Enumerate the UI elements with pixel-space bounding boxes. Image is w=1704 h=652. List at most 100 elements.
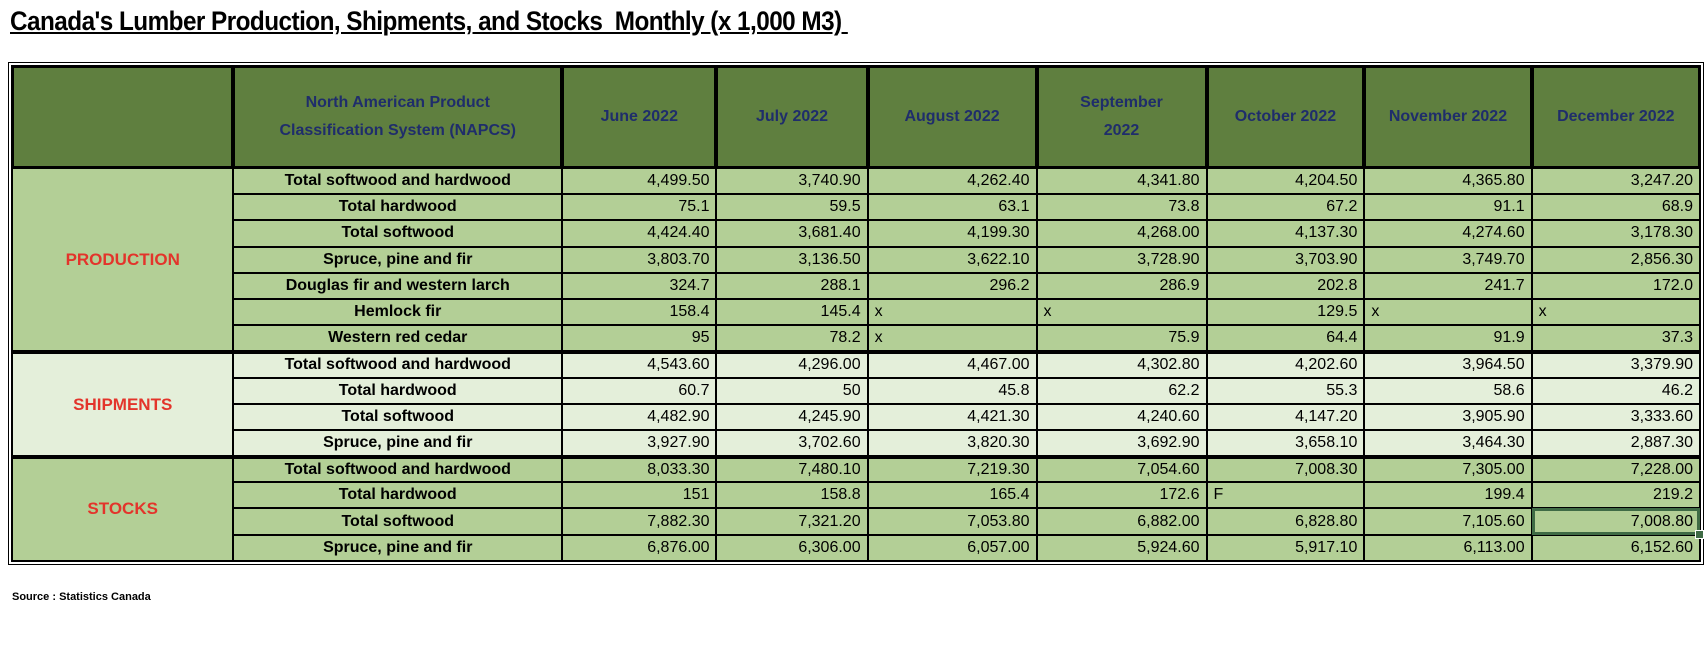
value-cell[interactable]: 3,964.50 xyxy=(1364,351,1532,378)
value-cell[interactable]: 3,905.90 xyxy=(1364,403,1532,430)
value-cell[interactable]: 4,499.50 xyxy=(562,168,717,195)
value-cell[interactable]: 7,053.80 xyxy=(867,508,1037,535)
item-label[interactable]: Total hardwood xyxy=(233,482,563,509)
item-label[interactable]: Total softwood xyxy=(233,220,563,247)
item-label[interactable]: Spruce, pine and fir xyxy=(233,534,563,561)
value-cell[interactable]: 5,924.60 xyxy=(1036,534,1207,561)
value-cell[interactable]: 7,228.00 xyxy=(1531,456,1700,483)
value-cell[interactable]: 3,464.30 xyxy=(1364,429,1532,457)
fill-handle[interactable] xyxy=(1695,529,1704,539)
value-cell[interactable]: 3,702.60 xyxy=(716,429,868,457)
value-cell[interactable]: 2,856.30 xyxy=(1531,246,1700,273)
value-cell[interactable]: 4,262.40 xyxy=(867,168,1037,195)
value-cell[interactable]: 288.1 xyxy=(716,272,868,299)
value-cell[interactable]: 129.5 xyxy=(1206,298,1365,326)
value-cell[interactable]: 6,828.80 xyxy=(1206,508,1365,535)
item-label[interactable]: Douglas fir and western larch xyxy=(233,272,563,299)
value-cell[interactable]: 7,321.20 xyxy=(716,508,868,535)
value-cell[interactable]: 4,365.80 xyxy=(1364,168,1532,195)
group-label[interactable]: STOCKS xyxy=(12,456,234,561)
value-cell[interactable]: 8,033.30 xyxy=(562,456,717,483)
value-cell[interactable]: 4,199.30 xyxy=(867,220,1037,247)
header-month[interactable]: December 2022 xyxy=(1531,66,1700,168)
value-cell[interactable]: 3,692.90 xyxy=(1036,429,1207,457)
value-cell[interactable]: 59.5 xyxy=(716,194,868,221)
value-cell[interactable]: 3,703.90 xyxy=(1206,246,1365,273)
value-cell[interactable]: 73.8 xyxy=(1036,194,1207,221)
value-cell[interactable]: 158.4 xyxy=(562,298,717,326)
value-cell[interactable]: 4,268.00 xyxy=(1036,220,1207,247)
value-cell[interactable]: 4,245.90 xyxy=(716,403,868,430)
value-cell[interactable]: 4,421.30 xyxy=(867,403,1037,430)
header-blank[interactable] xyxy=(12,66,234,168)
value-cell[interactable]: 7,008.30 xyxy=(1206,456,1365,483)
selected-cell[interactable]: 7,008.80 xyxy=(1531,508,1704,539)
value-cell[interactable]: 6,057.00 xyxy=(867,534,1037,561)
value-cell[interactable]: x xyxy=(867,325,1037,352)
value-cell[interactable]: 7,480.10 xyxy=(716,456,868,483)
value-cell[interactable]: 6,113.00 xyxy=(1364,534,1532,561)
value-cell[interactable]: 4,204.50 xyxy=(1206,168,1365,195)
value-cell[interactable]: 46.2 xyxy=(1531,377,1700,404)
value-cell[interactable]: 4,341.80 xyxy=(1036,168,1207,195)
item-label[interactable]: Total softwood and hardwood xyxy=(233,351,563,378)
value-cell[interactable]: 3,740.90 xyxy=(716,168,868,195)
value-cell[interactable]: x xyxy=(1531,298,1700,326)
item-label[interactable]: Spruce, pine and fir xyxy=(233,246,563,273)
value-cell[interactable]: 4,467.00 xyxy=(867,351,1037,378)
item-label[interactable]: Total softwood xyxy=(233,508,563,535)
value-cell[interactable]: 3,803.70 xyxy=(562,246,717,273)
value-cell[interactable]: 3,681.40 xyxy=(716,220,868,247)
header-month[interactable]: October 2022 xyxy=(1206,66,1365,168)
value-cell[interactable]: 4,424.40 xyxy=(562,220,717,247)
value-cell[interactable]: 60.7 xyxy=(562,377,717,404)
item-label[interactable]: Total softwood and hardwood xyxy=(233,168,563,195)
value-cell[interactable]: 7,105.60 xyxy=(1364,508,1532,535)
value-cell[interactable]: 286.9 xyxy=(1036,272,1207,299)
value-cell[interactable]: 4,147.20 xyxy=(1206,403,1365,430)
value-cell[interactable]: 6,876.00 xyxy=(562,534,717,561)
value-cell[interactable]: 4,240.60 xyxy=(1036,403,1207,430)
value-cell[interactable]: 75.9 xyxy=(1036,325,1207,352)
value-cell[interactable]: 324.7 xyxy=(562,272,717,299)
value-cell[interactable]: 7,054.60 xyxy=(1036,456,1207,483)
value-cell[interactable]: 45.8 xyxy=(867,377,1037,404)
value-cell[interactable]: 3,247.20 xyxy=(1531,168,1700,195)
value-cell[interactable]: 55.3 xyxy=(1206,377,1365,404)
value-cell[interactable]: 4,296.00 xyxy=(716,351,868,378)
value-cell[interactable]: 199.4 xyxy=(1364,482,1532,509)
value-cell[interactable]: 3,622.10 xyxy=(867,246,1037,273)
item-label[interactable]: Western red cedar xyxy=(233,325,563,352)
value-cell[interactable]: 2,887.30 xyxy=(1531,429,1700,457)
value-cell[interactable]: 3,749.70 xyxy=(1364,246,1532,273)
value-cell[interactable]: 151 xyxy=(562,482,717,509)
value-cell[interactable]: x xyxy=(867,298,1037,326)
header-month[interactable]: August 2022 xyxy=(867,66,1037,168)
item-label[interactable]: Total hardwood xyxy=(233,194,563,221)
value-cell[interactable]: 91.1 xyxy=(1364,194,1532,221)
value-cell[interactable]: 75.1 xyxy=(562,194,717,221)
value-cell[interactable]: 3,820.30 xyxy=(867,429,1037,457)
value-cell[interactable]: 6,882.00 xyxy=(1036,508,1207,535)
value-cell[interactable]: 172.0 xyxy=(1531,272,1700,299)
value-cell[interactable]: 219.2 xyxy=(1531,482,1700,509)
value-cell[interactable]: 4,543.60 xyxy=(562,351,717,378)
value-cell[interactable]: 3,379.90 xyxy=(1531,351,1700,378)
header-month[interactable]: November 2022 xyxy=(1364,66,1532,168)
value-cell[interactable]: 4,302.80 xyxy=(1036,351,1207,378)
value-cell[interactable]: 3,333.60 xyxy=(1531,403,1700,430)
value-cell[interactable]: x xyxy=(1036,298,1207,326)
value-cell[interactable]: 145.4 xyxy=(716,298,868,326)
value-cell[interactable]: 7,219.30 xyxy=(867,456,1037,483)
value-cell[interactable]: 296.2 xyxy=(867,272,1037,299)
value-cell[interactable]: 95 xyxy=(562,325,717,352)
value-cell[interactable]: 3,927.90 xyxy=(562,429,717,457)
value-cell[interactable]: 67.2 xyxy=(1206,194,1365,221)
value-cell[interactable]: 4,482.90 xyxy=(562,403,717,430)
value-cell[interactable]: 202.8 xyxy=(1206,272,1365,299)
header-month[interactable]: September 2022 xyxy=(1036,66,1207,168)
value-cell[interactable]: 37.3 xyxy=(1531,325,1700,352)
value-cell[interactable]: x xyxy=(1364,298,1532,326)
value-cell[interactable]: 78.2 xyxy=(716,325,868,352)
value-cell[interactable]: 7,305.00 xyxy=(1364,456,1532,483)
